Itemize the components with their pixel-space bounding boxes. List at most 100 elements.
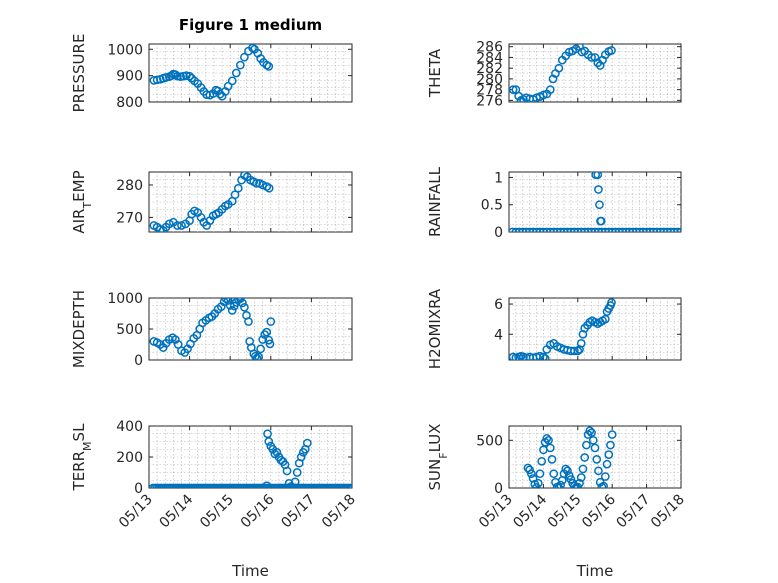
data-point (240, 52, 249, 62)
data-point (532, 483, 541, 488)
data-point (594, 185, 603, 194)
data-point (262, 327, 272, 337)
subplot-4: 0 0.5 1 RAINFALL (426, 166, 682, 241)
data-point (561, 464, 571, 474)
y-axis-label: SUNFLUX (426, 424, 450, 491)
data-point (264, 437, 274, 446)
data-point (258, 335, 268, 344)
data-point (676, 227, 681, 232)
y-tick-label: 4 (494, 327, 503, 343)
y-tick-label: 400 (116, 419, 143, 435)
data-point (576, 339, 586, 348)
x-tick-label: 05/18 (319, 492, 359, 532)
y-tick-label: 284 (476, 50, 503, 66)
y-tick-label: 280 (116, 178, 143, 194)
data-point (256, 344, 265, 354)
data-point (528, 474, 538, 483)
data-point (602, 459, 612, 469)
data-point (575, 478, 584, 488)
y-tick-label: 1 (494, 170, 503, 186)
y-tick-label: 0 (494, 481, 503, 497)
data-point (238, 298, 247, 308)
x-tick-label: 05/14 (510, 491, 550, 531)
y-axis-label: RAINFALL (426, 166, 444, 237)
y-tick-label: 0 (134, 353, 143, 369)
x-tick-label: 05/14 (157, 491, 197, 531)
data-point (164, 219, 174, 229)
y-tick-label: 282 (476, 61, 503, 77)
data-point (592, 455, 602, 464)
data-point (227, 306, 237, 315)
data-point (607, 298, 616, 307)
data-point (171, 70, 180, 79)
subplot-3: 270 280 AIRTEMP (70, 170, 353, 234)
data-point (260, 330, 270, 339)
x-tick-label: 05/15 (197, 492, 237, 532)
data-point (236, 60, 245, 70)
x-tick-label: 05/16 (238, 491, 278, 531)
data-point (233, 183, 243, 193)
x-tick-label: 05/17 (614, 492, 654, 532)
y-tick-label: 0 (134, 481, 143, 497)
x-tick-label: 05/13 (116, 492, 156, 532)
data-point (537, 456, 547, 466)
data-point (590, 443, 600, 453)
data-point (244, 317, 253, 326)
x-tick-label: 05/18 (648, 492, 688, 532)
data-point (578, 464, 588, 474)
y-tick-label: 280 (476, 72, 503, 88)
data-point (173, 71, 182, 81)
data-point (166, 71, 176, 80)
data-point (535, 351, 545, 360)
y-tick-label: 6 (494, 297, 503, 313)
x-tick-label: 05/15 (545, 492, 585, 532)
data-point (236, 298, 245, 303)
data-point (519, 352, 528, 360)
data-point (588, 435, 598, 445)
y-tick-label: 276 (476, 93, 503, 109)
data-point (554, 63, 564, 73)
data-point (607, 46, 616, 55)
x-axis-label: Time (231, 562, 269, 580)
data-point (545, 85, 555, 94)
data-point (599, 481, 608, 488)
data-point (254, 352, 263, 360)
data-point (604, 450, 614, 459)
data-point (282, 466, 292, 476)
data-point (173, 221, 182, 230)
data-point (585, 426, 595, 436)
y-axis-label: PRESSURE (70, 34, 88, 113)
data-point (544, 435, 553, 445)
data-series (509, 172, 681, 232)
y-tick-label: 1000 (107, 291, 143, 307)
y-tick-label: 800 (116, 95, 143, 111)
y-axis-label: H2OMIXRA (426, 288, 444, 369)
data-point (221, 298, 231, 303)
data-point (576, 473, 586, 482)
data-point (152, 75, 162, 85)
x-tick-label: 05/16 (579, 491, 619, 531)
data-series (509, 44, 616, 102)
data-point (272, 448, 282, 457)
data-point (264, 62, 274, 71)
data-point (527, 469, 536, 479)
data-point (607, 430, 617, 439)
data-point (606, 440, 615, 450)
data-point (595, 61, 605, 70)
data-point (596, 216, 606, 226)
data-point (578, 329, 588, 339)
data-point (594, 466, 603, 476)
data-point (549, 469, 559, 479)
data-point (539, 352, 548, 360)
data-point (563, 466, 572, 476)
data-point (570, 346, 579, 356)
data-point (575, 345, 584, 354)
y-tick-label: 0.5 (481, 198, 503, 214)
data-series (149, 429, 352, 488)
data-point (292, 468, 302, 477)
data-point (264, 335, 274, 345)
data-point (240, 302, 249, 312)
